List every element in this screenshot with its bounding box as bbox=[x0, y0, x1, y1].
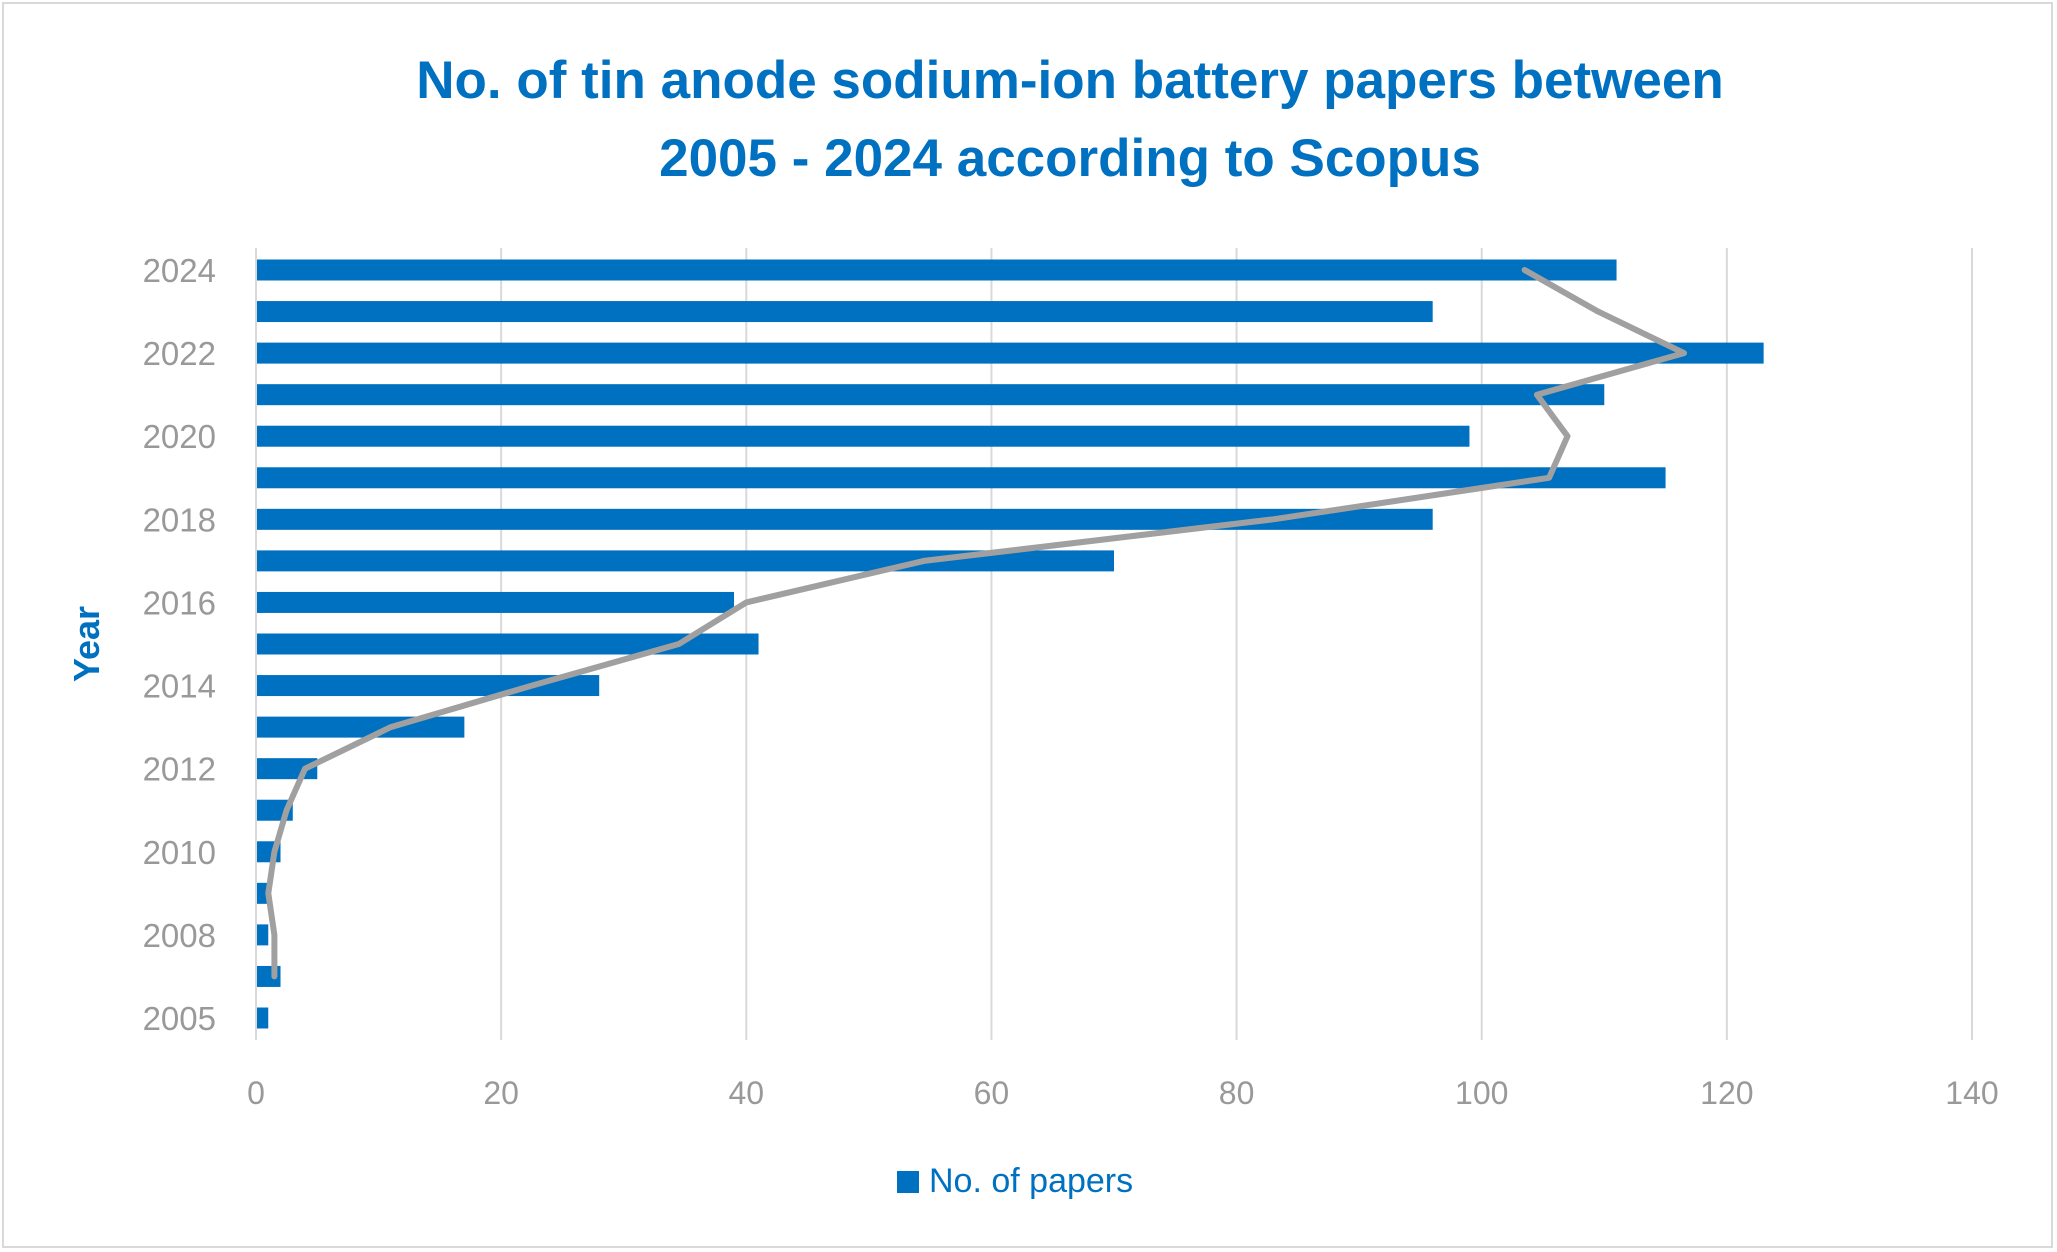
y-tick-label: 2008 bbox=[143, 917, 216, 954]
bar-2013 bbox=[257, 716, 465, 738]
x-tick-label: 120 bbox=[1700, 1075, 1753, 1111]
bar-2008 bbox=[257, 924, 269, 946]
bar-2023 bbox=[257, 301, 1433, 323]
bar-2005 bbox=[257, 1007, 269, 1029]
x-tick-label: 60 bbox=[974, 1075, 1010, 1111]
bar-2016 bbox=[257, 591, 735, 613]
y-tick-label: 2022 bbox=[143, 335, 216, 372]
bar-2015 bbox=[257, 633, 759, 655]
x-tick-label: 80 bbox=[1219, 1075, 1255, 1111]
legend-label-papers: No. of papers bbox=[929, 1162, 1134, 1200]
chart-title-line-1: No. of tin anode sodium-ion battery pape… bbox=[416, 51, 1724, 110]
y-tick-label: 2018 bbox=[143, 501, 216, 538]
bar-2009 bbox=[257, 882, 269, 904]
bar-2020 bbox=[257, 425, 1470, 447]
bar-2018 bbox=[257, 508, 1433, 530]
chart-title-line-2: 2005 - 2024 according to Scopus bbox=[659, 129, 1481, 188]
moving-average-trendline bbox=[265, 267, 1687, 980]
y-tick-label: 2010 bbox=[143, 834, 216, 871]
y-axis-title: Year bbox=[66, 606, 107, 682]
legend: No. of papers bbox=[897, 1162, 1133, 1201]
x-tick-label: 40 bbox=[728, 1075, 764, 1111]
x-tick-label: 20 bbox=[483, 1075, 519, 1111]
y-tick-label: 2016 bbox=[143, 584, 216, 621]
chart-title: No. of tin anode sodium-ion battery pape… bbox=[0, 42, 2057, 198]
y-tick-label: 2012 bbox=[143, 751, 216, 788]
x-tick-label: 0 bbox=[247, 1075, 265, 1111]
x-tick-label: 140 bbox=[1945, 1075, 1998, 1111]
legend-swatch-papers bbox=[897, 1170, 919, 1193]
y-tick-label: 2024 bbox=[143, 252, 216, 289]
y-tick-label: 2014 bbox=[143, 668, 216, 705]
x-tick-label: 100 bbox=[1455, 1075, 1508, 1111]
bar-2021 bbox=[257, 384, 1605, 406]
bar-2022 bbox=[257, 342, 1764, 364]
y-tick-label: 2005 bbox=[143, 1000, 216, 1037]
bar-2024 bbox=[257, 259, 1617, 281]
bar-2019 bbox=[257, 467, 1666, 489]
y-tick-label: 2020 bbox=[143, 418, 216, 455]
